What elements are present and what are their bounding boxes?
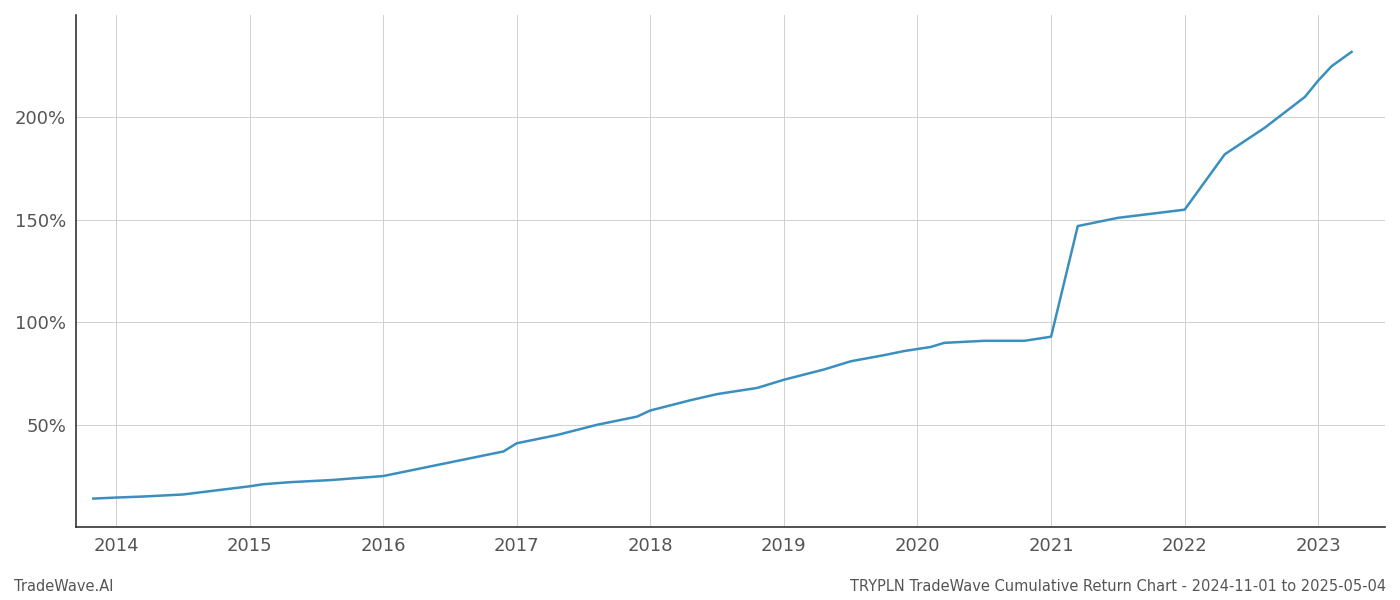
Text: TradeWave.AI: TradeWave.AI (14, 579, 113, 594)
Text: TRYPLN TradeWave Cumulative Return Chart - 2024-11-01 to 2025-05-04: TRYPLN TradeWave Cumulative Return Chart… (850, 579, 1386, 594)
